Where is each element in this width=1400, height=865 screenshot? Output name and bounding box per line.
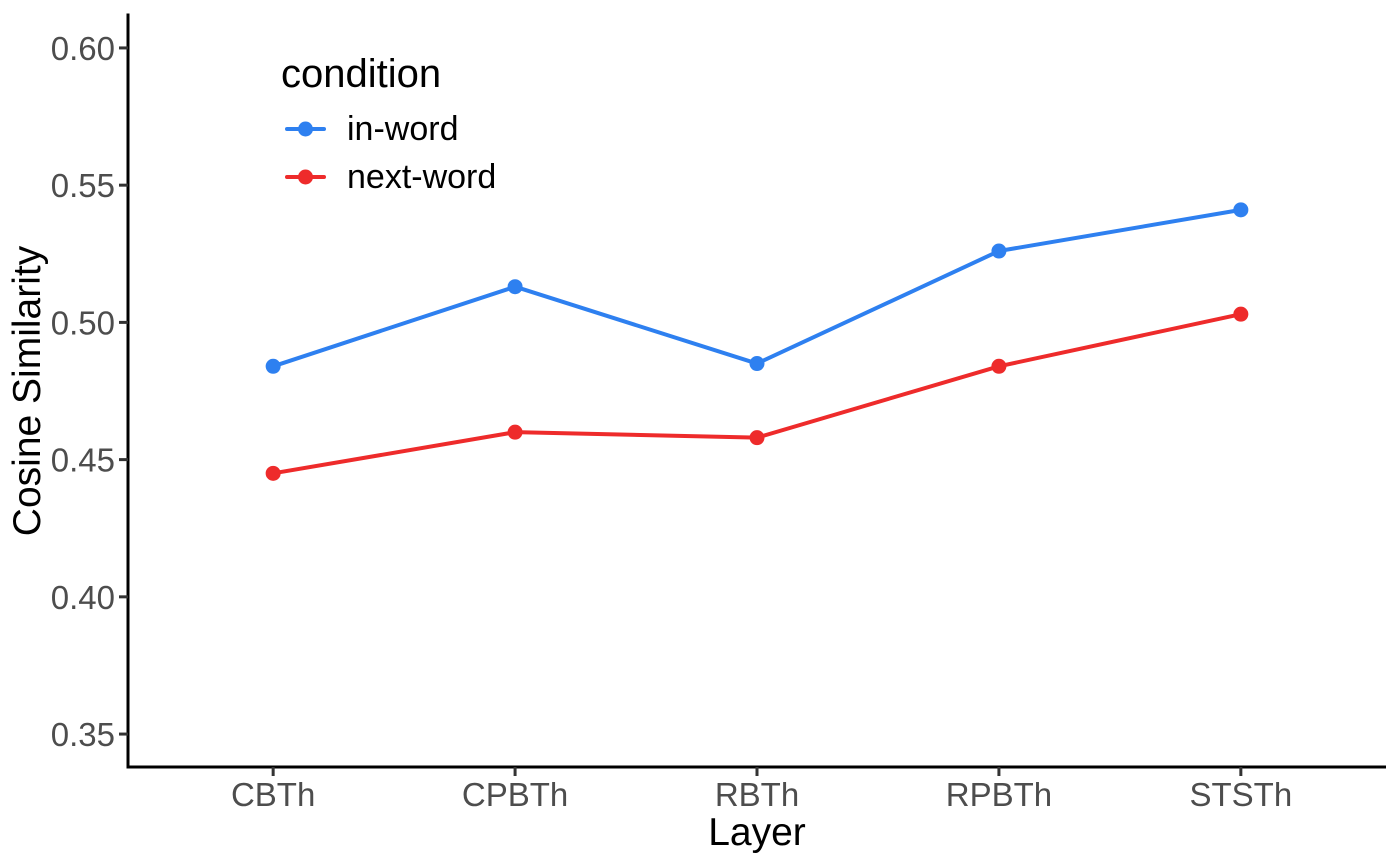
y-axis-title: Cosine Similarity	[6, 245, 49, 536]
legend-item-in-word: in-word	[285, 110, 458, 148]
legend-key-point-icon	[298, 121, 313, 137]
y-tick-label: 0.40	[51, 579, 115, 616]
series-line-in-word	[271, 207, 1243, 369]
y-axis-ticks: 0.35 0.40 0.45 0.50 0.55 0.60	[51, 30, 128, 753]
legend-item-next-word: next-word	[285, 158, 496, 196]
legend: condition in-word next-word	[281, 52, 496, 196]
y-tick-label: 0.60	[51, 30, 115, 67]
y-tick-label: 0.45	[51, 442, 115, 479]
y-tick-label: 0.35	[51, 716, 115, 753]
legend-title: condition	[281, 52, 441, 96]
x-tick-label: CBTh	[231, 776, 315, 813]
y-tick-label: 0.55	[51, 167, 115, 204]
series-line-next-word	[271, 312, 1243, 476]
data-point-next-word-CBTh	[265, 465, 281, 481]
data-point-in-word-STSTh	[1233, 202, 1249, 218]
data-point-next-word-STSTh	[1233, 306, 1249, 322]
x-tick-label: RPBTh	[946, 776, 1052, 813]
data-point-in-word-RBTh	[749, 356, 765, 372]
x-tick-label: STSTh	[1189, 776, 1292, 813]
series	[265, 202, 1249, 481]
x-axis-title: Layer	[708, 811, 806, 854]
data-point-in-word-CPBTh	[507, 279, 523, 295]
legend-label-in-word: in-word	[347, 110, 458, 148]
y-tick-label: 0.50	[51, 304, 115, 341]
x-tick-label: RBTh	[715, 776, 799, 813]
data-point-in-word-RPBTh	[991, 243, 1007, 259]
data-point-next-word-RBTh	[749, 430, 765, 446]
data-point-in-word-CBTh	[265, 358, 281, 374]
data-point-next-word-RPBTh	[991, 358, 1007, 374]
x-tick-label: CPBTh	[462, 776, 568, 813]
data-point-next-word-CPBTh	[507, 424, 523, 440]
legend-key-point-icon	[298, 169, 313, 185]
x-axis-ticks: CBTh CPBTh RBTh RPBTh STSTh	[231, 767, 1292, 813]
legend-label-next-word: next-word	[347, 158, 496, 196]
